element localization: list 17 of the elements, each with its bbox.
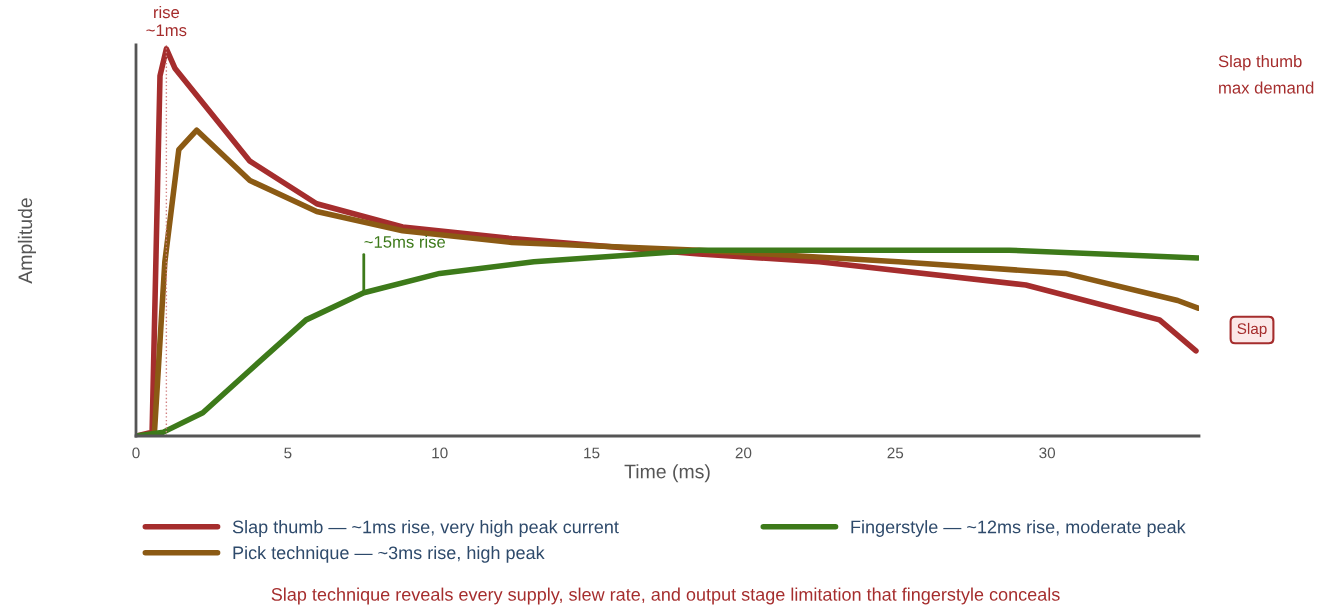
x-tick-label: 25 <box>887 447 904 459</box>
legend-label: Slap thumb — ~1ms rise, very high peak current <box>232 520 619 537</box>
text: Slap <box>1237 322 1267 338</box>
x-tick-label: 15 <box>584 447 600 459</box>
legend-label: Fingerstyle — ~12ms rise, moderate peak <box>851 520 1186 537</box>
x-tick-label: 30 <box>1039 447 1056 459</box>
x-tick-label: 20 <box>735 447 752 459</box>
text: Slap thumb max demand <box>1218 55 1314 94</box>
annotation: ~15ms rise <box>364 235 446 248</box>
x-tick-label: 5 <box>284 447 292 459</box>
y-axis-title: Amplitude <box>17 198 36 284</box>
ref-line-label: rise ~1ms <box>146 5 187 37</box>
x-tick-label: 10 <box>432 447 448 459</box>
x-tick-label: 0 <box>132 447 140 459</box>
x-axis-title: Time (ms) <box>624 464 710 483</box>
legend-label: Pick technique — ~3ms rise, high peak <box>233 545 545 563</box>
text: Slap technique reveals every supply, slew rate, and output stage limitation that fingerstyle conceals <box>271 587 1060 605</box>
